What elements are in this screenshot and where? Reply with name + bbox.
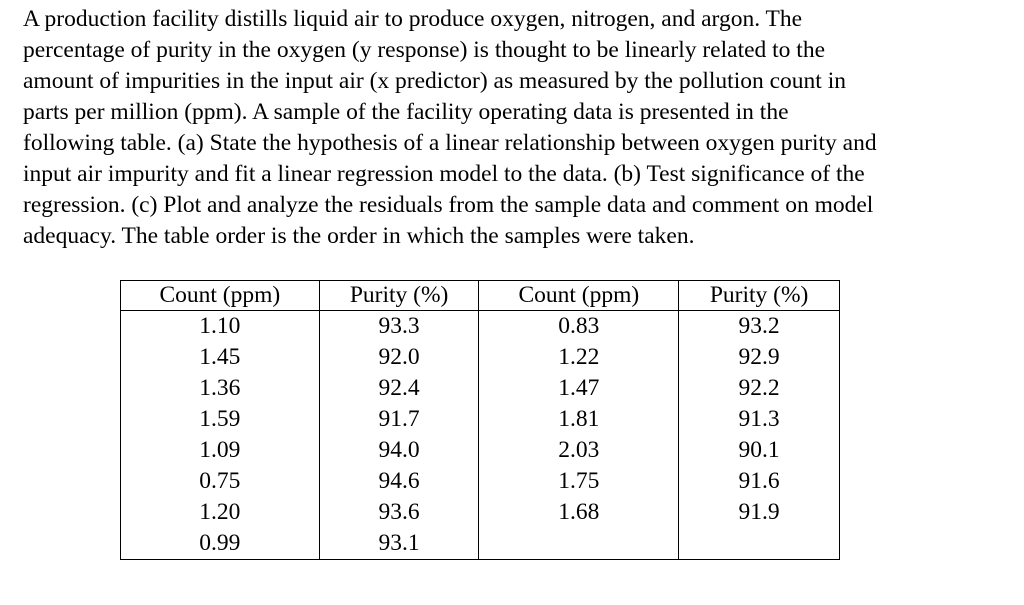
table-cell: 0.83 [478, 310, 680, 342]
table-cell: 1.81 [478, 404, 680, 435]
table-cell: 1.20 [120, 497, 320, 528]
table-cell: 1.09 [120, 435, 320, 466]
table-cell: 91.7 [319, 404, 480, 435]
table-cell: 1.10 [120, 310, 320, 342]
header-count-ppm: Count (ppm) [120, 280, 320, 311]
table-row: 1.09 94.0 2.03 90.1 [120, 435, 840, 466]
problem-line: adequacy. The table order is the order i… [23, 223, 695, 249]
table-cell: 0.99 [120, 528, 320, 560]
table-cell: 92.2 [738, 375, 780, 401]
table-cell: 93.1 [319, 528, 480, 560]
header-purity-percent: Purity (%) [678, 280, 840, 311]
problem-line: regression. (c) Plot and analyze the res… [23, 192, 874, 218]
table-row: 1.20 93.6 1.68 91.9 [120, 497, 840, 528]
table-cell: 93.6 [319, 497, 480, 528]
table-cell: 91.3 [738, 406, 780, 432]
table-cell: 2.03 [478, 435, 680, 466]
table-cell: 1.45 [120, 342, 320, 373]
table-cell: 1.22 [478, 342, 680, 373]
table-cell [679, 528, 840, 560]
problem-line: following table. (a) State the hypothesi… [23, 130, 877, 156]
table-row: 0.99 93.1 [120, 528, 840, 560]
table-cell: 93.2 [738, 313, 780, 339]
table-cell: 0.75 [120, 466, 320, 497]
problem-statement: A production facility distills liquid ai… [23, 4, 1013, 252]
table-cell: 1.59 [120, 404, 320, 435]
table-cell: 91.9 [738, 499, 780, 525]
table-header-row: Count (ppm) Purity (%) Count (ppm) Purit… [120, 280, 840, 311]
header-count-ppm: Count (ppm) [478, 280, 680, 311]
table-cell [478, 528, 680, 560]
table-cell: 92.9 [738, 344, 780, 370]
table-cell: 94.0 [319, 435, 480, 466]
table-cell: 92.4 [319, 373, 480, 404]
problem-line: input air impurity and fit a linear regr… [23, 161, 865, 187]
problem-line: parts per million (ppm). A sample of the… [23, 99, 789, 125]
table-cell: 90.1 [738, 437, 780, 463]
table-row: 1.59 91.7 1.81 91.3 [120, 404, 840, 435]
table-cell: 1.36 [120, 373, 320, 404]
table-row: 1.36 92.4 1.47 92.2 [120, 373, 840, 404]
table-cell: 91.6 [738, 468, 780, 494]
header-purity-percent: Purity (%) [319, 280, 480, 311]
table-row: 0.75 94.6 1.75 91.6 [120, 466, 840, 497]
table-row: 1.45 92.0 1.22 92.9 [120, 342, 840, 373]
data-table: Count (ppm) Purity (%) Count (ppm) Purit… [120, 280, 840, 560]
table-cell: 1.47 [478, 373, 680, 404]
table-cell: 1.75 [478, 466, 680, 497]
problem-line: amount of impurities in the input air (x… [23, 68, 846, 94]
problem-line: A production facility distills liquid ai… [23, 6, 803, 32]
table-row: 1.10 93.3 0.83 93.2 [120, 310, 840, 342]
table-cell: 94.6 [319, 466, 480, 497]
table-cell: 93.3 [319, 310, 480, 342]
problem-line: percentage of purity in the oxygen (y re… [23, 37, 826, 63]
table-cell: 92.0 [319, 342, 480, 373]
table-cell: 1.68 [478, 497, 680, 528]
